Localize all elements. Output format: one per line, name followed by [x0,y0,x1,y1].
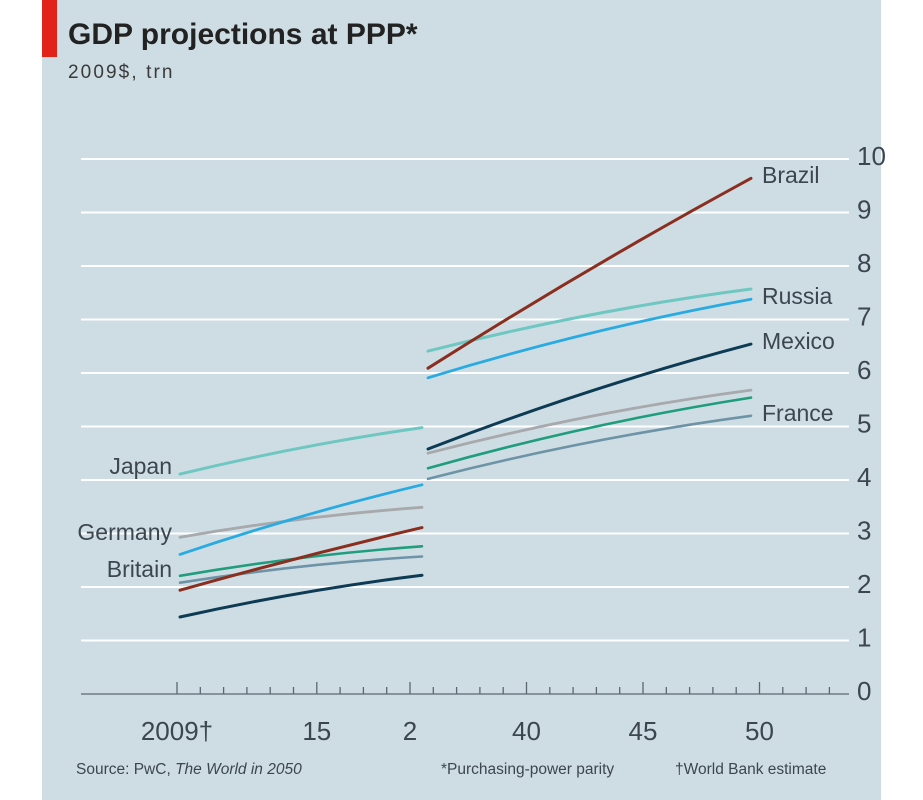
svg-text:8: 8 [857,248,871,278]
svg-text:2: 2 [857,569,871,599]
svg-text:15: 15 [302,716,331,746]
svg-text:*Purchasing-power parity: *Purchasing-power parity [441,761,614,778]
svg-text:4: 4 [857,462,871,492]
svg-text:3: 3 [857,516,871,546]
svg-text:Mexico: Mexico [762,328,835,354]
svg-text:7: 7 [857,302,871,332]
svg-text:Japan: Japan [109,453,172,479]
svg-text:50: 50 [745,716,774,746]
svg-text:Russia: Russia [762,283,833,309]
svg-text:6: 6 [857,355,871,385]
svg-text:5: 5 [857,409,871,439]
svg-text:Germany: Germany [77,519,172,545]
svg-text:†World Bank estimate: †World Bank estimate [675,761,826,778]
svg-text:0: 0 [857,676,871,706]
svg-text:Brazil: Brazil [762,162,820,188]
svg-text:1: 1 [857,623,871,653]
svg-text:45: 45 [629,716,658,746]
svg-text:France: France [762,400,834,426]
svg-text:40: 40 [512,716,541,746]
svg-text:Britain: Britain [107,556,172,582]
svg-text:2: 2 [403,716,417,746]
svg-text:2009†: 2009† [141,716,213,746]
svg-text:10: 10 [857,141,886,171]
svg-text:Source: PwC, The World in 2050: Source: PwC, The World in 2050 [76,761,302,778]
svg-text:9: 9 [857,195,871,225]
